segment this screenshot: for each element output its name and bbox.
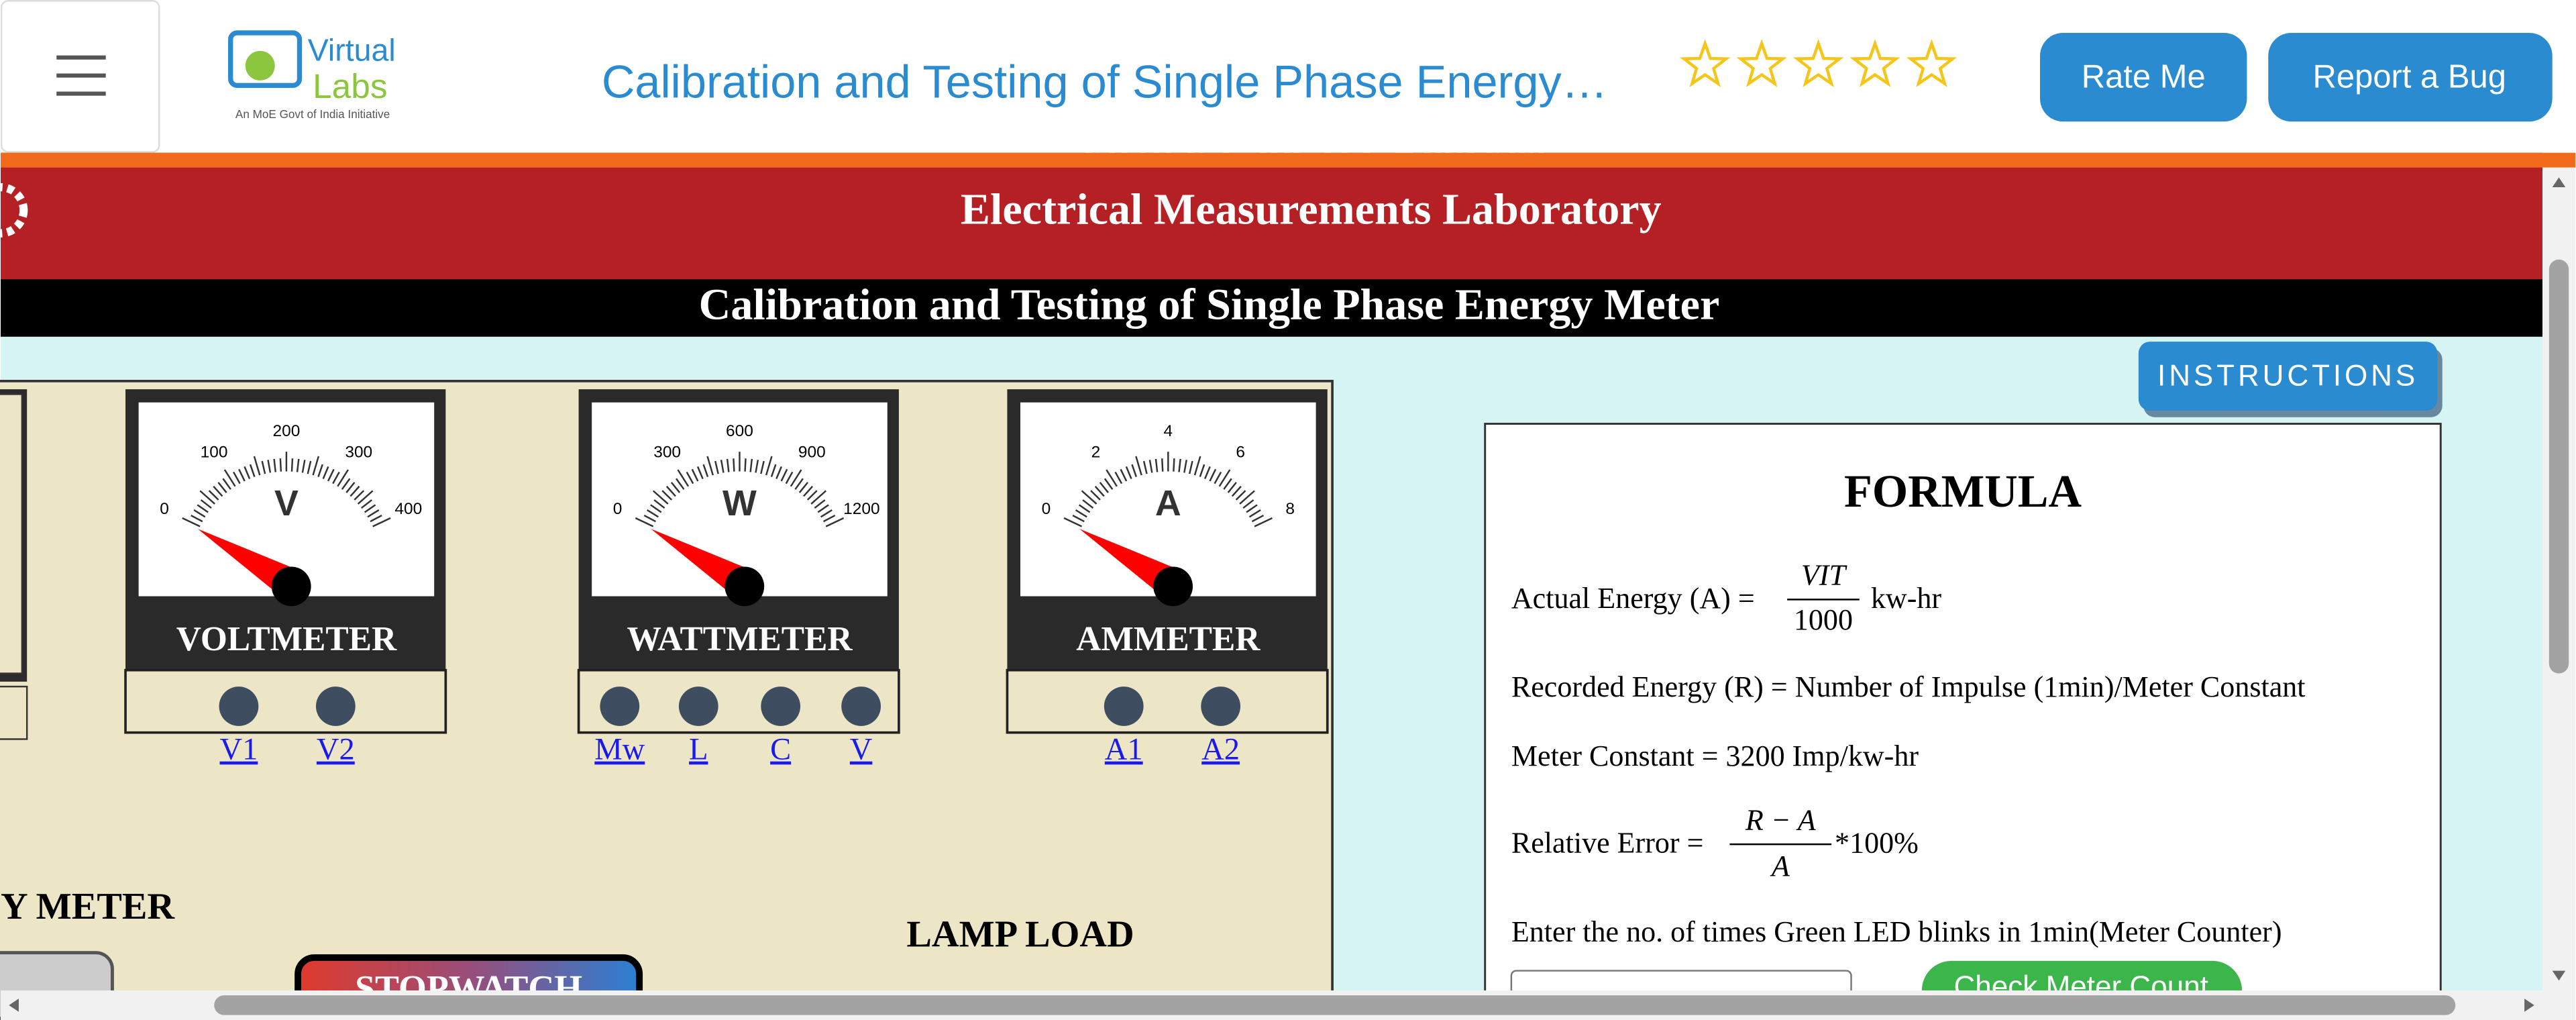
meter-name: AMMETER — [1076, 620, 1260, 658]
meter-symbol: V — [274, 483, 299, 523]
logo-icon — [228, 30, 303, 88]
horizontal-scroll-thumb[interactable] — [214, 995, 2456, 1015]
relative-error-numerator: R − A — [1745, 803, 1817, 836]
meter-name: VOLTMETER — [176, 620, 397, 658]
terminal[interactable] — [600, 686, 640, 726]
actual-energy-label: Actual Energy (A) = — [1511, 582, 1755, 615]
dial-label: 0 — [1042, 500, 1051, 518]
dial-ticks — [1063, 452, 1273, 527]
dial-label: 300 — [653, 444, 681, 462]
formula-title: FORMULA — [1844, 466, 2082, 517]
dial-label: 200 — [273, 422, 301, 440]
dial-label: 400 — [394, 500, 422, 518]
instructions-button[interactable] — [2138, 342, 2438, 411]
meter-dial — [1020, 402, 1316, 597]
vertical-scroll-thumb[interactable] — [2548, 259, 2569, 674]
energy-meter-label: Y METER — [1, 886, 175, 927]
needle-hub — [1153, 566, 1193, 607]
meter-symbol: A — [1155, 483, 1181, 523]
header-accent — [1, 152, 2575, 168]
terminal-strip — [124, 668, 447, 734]
dial-label: 1200 — [843, 500, 879, 518]
rate-me-button[interactable] — [2040, 32, 2247, 122]
star[interactable] — [1906, 39, 1957, 87]
terminal-label[interactable]: L — [689, 733, 708, 767]
actual-energy-denominator: 1000 — [1794, 603, 1853, 636]
terminal[interactable] — [678, 686, 718, 726]
partial-device-face — [0, 393, 23, 674]
terminal-strip — [1006, 668, 1329, 734]
meter-dial — [138, 402, 435, 597]
dial-label: 100 — [201, 444, 228, 462]
experiment-banner — [1, 279, 2543, 337]
star[interactable] — [1680, 39, 1731, 87]
meter-symbol: W — [722, 483, 757, 523]
logo-tagline: An MoE Govt of India Initiative — [235, 107, 390, 121]
dial-label: 8 — [1285, 500, 1295, 518]
dial-label: 2 — [1091, 444, 1101, 462]
institute-logo — [0, 183, 28, 238]
meter-name: WATTMETER — [627, 620, 853, 658]
meter-constant: Meter Constant = 3200 Imp/kw-hr — [1511, 740, 1919, 772]
logo-word: Labs — [313, 66, 387, 105]
terminal-label[interactable]: A2 — [1201, 733, 1240, 767]
terminal-label[interactable]: V2 — [317, 733, 355, 767]
rate-me-label: Rate Me — [2082, 58, 2206, 95]
logo-flask — [245, 50, 275, 81]
dial-label: 6 — [1236, 444, 1245, 462]
terminal[interactable] — [315, 686, 356, 726]
relative-error-label: Relative Error = — [1511, 827, 1704, 860]
needle-hub — [271, 566, 311, 607]
report-bug-button[interactable] — [2268, 32, 2553, 122]
dial-label: 900 — [798, 444, 826, 462]
dial-label: 4 — [1164, 422, 1173, 440]
report-bug-label: Report a Bug — [2313, 58, 2506, 95]
dial-label: 0 — [613, 500, 623, 518]
lab-name: Electrical Measurements Laboratory — [961, 185, 1662, 234]
dial-label: 600 — [726, 422, 753, 440]
terminal-label[interactable]: Mw — [594, 733, 645, 767]
terminal[interactable] — [1201, 686, 1241, 726]
recorded-energy: Recorded Energy (R) = Number of Impulse … — [1511, 670, 2306, 703]
menu-icon — [56, 55, 106, 96]
terminal[interactable] — [841, 686, 881, 726]
star[interactable] — [1849, 39, 1900, 87]
dial-ticks — [182, 452, 391, 527]
meter-count-prompt: Enter the no. of times Green LED blinks … — [1511, 915, 2282, 948]
relative-error-suffix: *100% — [1835, 827, 1919, 860]
lamp-load-label: LAMP LOAD — [906, 914, 1134, 956]
dial-ticks — [635, 452, 845, 527]
actual-energy-numerator: VIT — [1801, 559, 1848, 592]
experiment-title: Calibration and Testing of Single Phase … — [699, 280, 1720, 329]
relative-error-denominator: A — [1770, 850, 1790, 882]
actual-energy-unit: kw-hr — [1871, 582, 1942, 615]
instructions-label: INSTRUCTIONS — [2157, 360, 2418, 393]
needle-hub — [724, 566, 765, 607]
partial-device-terminals — [0, 685, 28, 740]
terminal[interactable] — [219, 686, 259, 726]
terminal-label[interactable]: V — [850, 733, 873, 767]
star[interactable] — [1736, 39, 1787, 87]
star[interactable] — [1793, 39, 1844, 87]
terminal[interactable] — [1104, 686, 1144, 726]
terminal-label[interactable]: V1 — [220, 733, 258, 767]
terminal[interactable] — [761, 686, 801, 726]
dial-label: 300 — [345, 444, 372, 462]
meter-dial — [592, 402, 888, 597]
logo-word: Virtual — [308, 33, 396, 68]
terminal-label[interactable]: A1 — [1105, 733, 1143, 767]
dial-label: 0 — [160, 500, 169, 518]
experiment-header-title: Calibration and Testing of Single Phase … — [602, 56, 1607, 107]
terminal-label[interactable]: C — [770, 733, 791, 767]
rating-stars[interactable] — [1680, 39, 1957, 87]
